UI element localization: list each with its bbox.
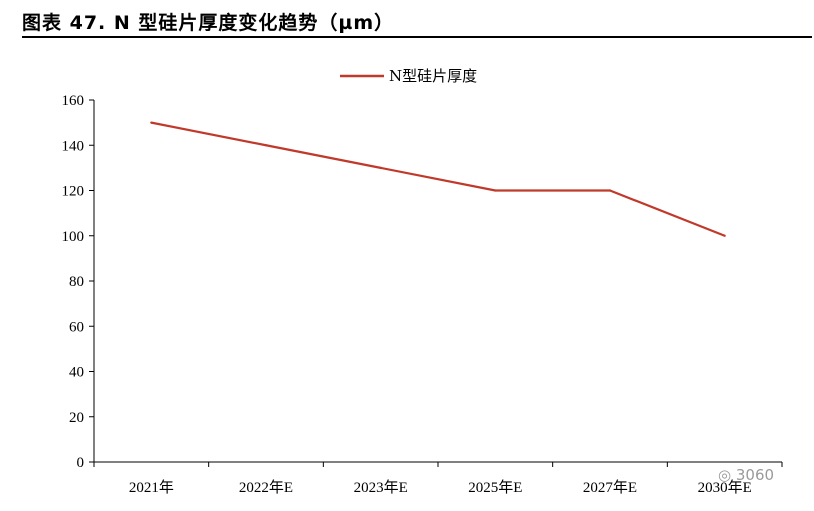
y-tick-label: 40 bbox=[69, 365, 84, 381]
y-tick-label: 120 bbox=[62, 184, 85, 200]
data-point bbox=[379, 166, 382, 169]
legend: N型硅片厚度 bbox=[340, 67, 477, 85]
series-line bbox=[151, 121, 726, 237]
watermark-text: 3060 bbox=[735, 466, 775, 484]
y-tick-label: 20 bbox=[69, 410, 84, 426]
chart-title: 图表 47. N 型硅片厚度变化趋势（µm） bbox=[22, 12, 395, 34]
y-tick-label: 60 bbox=[69, 319, 84, 335]
data-point bbox=[723, 234, 726, 237]
y-tick-label: 0 bbox=[77, 455, 85, 471]
data-point bbox=[150, 121, 153, 124]
y-tick-label: 160 bbox=[62, 93, 85, 109]
x-tick-label: 2030年E bbox=[698, 479, 752, 496]
y-tick-label: 140 bbox=[62, 138, 85, 154]
y-tick-label: 80 bbox=[69, 274, 84, 290]
y-tick-label: 100 bbox=[62, 229, 85, 245]
watermark: ◎ 3060 bbox=[718, 466, 774, 484]
data-point bbox=[494, 189, 497, 192]
x-tick-label: 2027年E bbox=[583, 479, 637, 496]
axes bbox=[93, 100, 782, 463]
x-tick-label: 2022年E bbox=[239, 479, 293, 496]
wechat-icon: ◎ bbox=[718, 466, 732, 484]
x-axis-ticks: 2021年 2022年E 2023年E 2025年E 2027年E 2030年E bbox=[93, 462, 783, 496]
x-tick-label: 2025年E bbox=[468, 479, 522, 496]
data-point bbox=[264, 144, 268, 147]
x-tick-label: 2023年E bbox=[354, 479, 408, 496]
series-group bbox=[150, 121, 726, 237]
x-tick-label: 2021年 bbox=[129, 479, 174, 496]
y-axis-ticks: 0 20 40 60 80 100 120 140 160 bbox=[62, 93, 94, 471]
legend-label: N型硅片厚度 bbox=[389, 67, 477, 85]
data-point bbox=[608, 189, 612, 192]
title-underline bbox=[22, 36, 812, 38]
